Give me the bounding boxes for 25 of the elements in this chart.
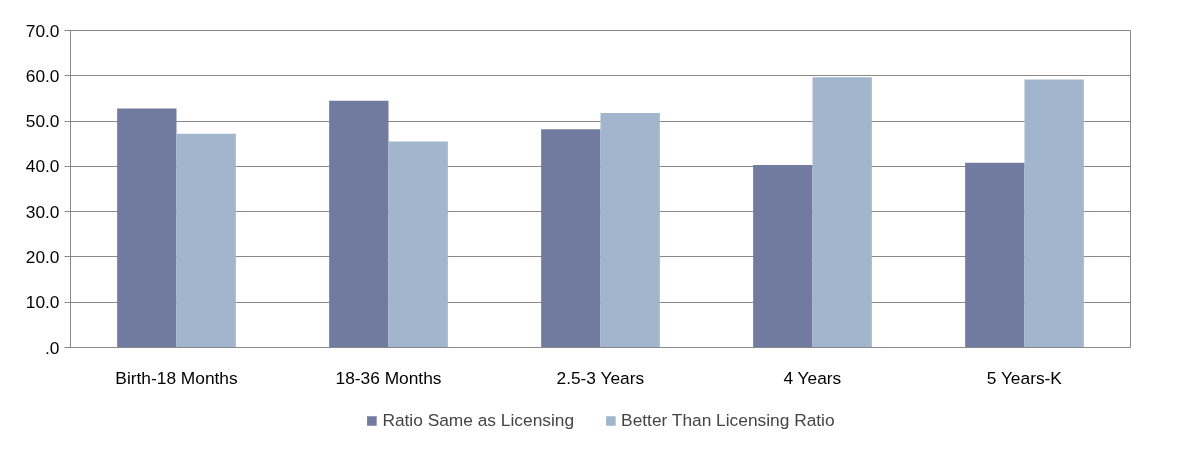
x-tick-label: 5 Years-K — [986, 367, 1063, 388]
y-tick-label: 60.0 — [25, 65, 60, 86]
y-tick-label: 40.0 — [25, 156, 60, 177]
bar — [812, 77, 872, 348]
y-tick-label: 30.0 — [25, 201, 60, 222]
y-tick-label: 10.0 — [25, 292, 60, 313]
legend-label: Ratio Same as Licensing — [382, 409, 575, 431]
bar — [965, 162, 1025, 348]
x-tick-label: 4 Years — [783, 367, 842, 388]
y-tick-label: 50.0 — [25, 111, 60, 132]
bar — [329, 100, 389, 348]
x-tick-label: 18-36 Months — [335, 367, 442, 388]
bar — [388, 141, 448, 348]
bar — [600, 112, 660, 348]
bar — [117, 108, 177, 348]
bar — [753, 165, 813, 348]
bar — [1024, 79, 1084, 348]
y-tick-label: .0 — [45, 337, 60, 358]
bar — [176, 133, 236, 348]
x-tick-label: Birth-18 Months — [115, 367, 238, 388]
bar — [541, 129, 601, 348]
legend-label: Better Than Licensing Ratio — [621, 409, 835, 431]
y-tick-label: 70.0 — [25, 20, 60, 41]
y-tick-label: 20.0 — [25, 246, 60, 267]
x-tick-label: 2.5-3 Years — [556, 367, 645, 388]
